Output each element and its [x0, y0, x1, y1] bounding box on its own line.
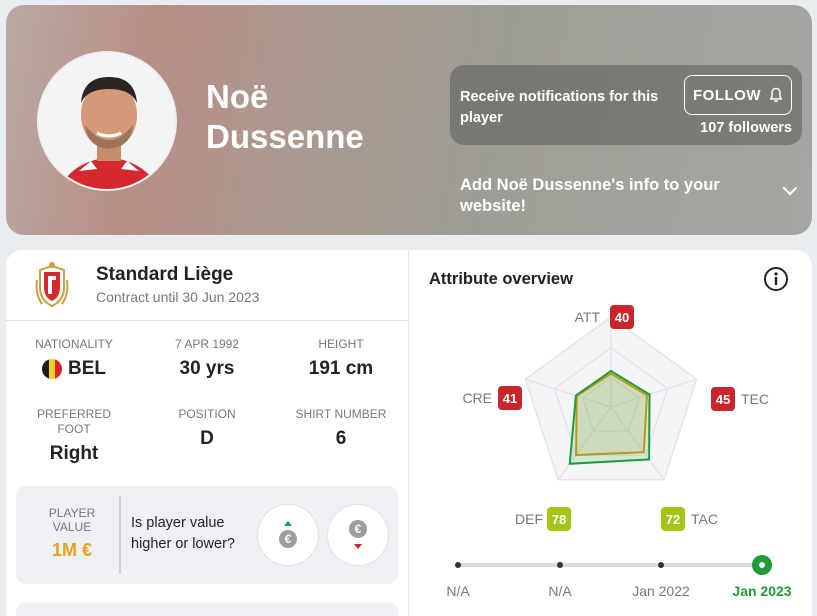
value-up-icon — [279, 521, 297, 548]
club-logo-icon[interactable] — [34, 260, 70, 310]
vote-lower-button[interactable]: € — [328, 505, 388, 565]
stat-value: 30 yrs — [179, 358, 235, 379]
stat-height: HEIGHT 191 cm — [276, 337, 406, 380]
euro-symbol: € — [284, 532, 292, 546]
radar-ring — [581, 376, 641, 432]
radar-value-att: 40 — [615, 310, 629, 325]
stat-label: 7 APR 1992 — [174, 337, 240, 351]
belgium-flag-icon — [42, 359, 62, 379]
value-down-icon — [349, 520, 367, 549]
player-value-panel: PLAYER VALUE 1M € Is player value higher… — [16, 486, 398, 584]
bell-icon — [769, 87, 783, 103]
radar-label-def: DEF — [515, 511, 543, 527]
radar-axis — [525, 378, 612, 408]
stat-label: NATIONALITY — [35, 337, 113, 351]
player-info-card: Standard Liège Contract until 30 Jun 202… — [6, 250, 812, 616]
radar-grid — [524, 316, 698, 481]
stat-value: 191 cm — [308, 358, 374, 379]
radar-value-cre: 41 — [503, 391, 517, 406]
divider — [408, 250, 409, 616]
divider — [6, 320, 408, 321]
radar-label-cre: CRE — [462, 390, 492, 406]
follow-label: FOLLOW — [693, 86, 761, 104]
notification-panel: Receive notifications for this player FO… — [450, 65, 802, 145]
followers-count: 107 followers — [700, 120, 792, 136]
stat-value: 6 — [335, 428, 347, 449]
vote-higher-button[interactable]: € — [258, 505, 318, 565]
timeline-label[interactable]: Jan 2022 — [632, 583, 690, 599]
stat-value: D — [200, 428, 214, 449]
nationality-value: BEL — [68, 358, 106, 379]
stat-label: SHIRT NUMBER — [295, 407, 387, 421]
stat-label: POSITION — [178, 407, 236, 421]
info-icon[interactable] — [763, 266, 789, 292]
timeline-point[interactable] — [658, 562, 664, 568]
season-timeline — [455, 555, 772, 575]
radar-value-tac: 72 — [666, 512, 680, 527]
radar-value-tec: 45 — [716, 392, 730, 407]
radar-axis — [610, 406, 665, 481]
radar-badge-att — [610, 305, 634, 329]
timeline-point[interactable] — [455, 562, 461, 568]
radar-label-tac: TAC — [691, 511, 718, 527]
radar-value-def: 78 — [552, 512, 566, 527]
club-name[interactable]: Standard Liège — [96, 264, 234, 285]
value-question: Is player value higher or lower? — [131, 515, 235, 552]
radar-label-att: ATT — [575, 309, 601, 325]
radar-badge-def — [547, 507, 571, 531]
stat-value: BEL — [9, 358, 139, 380]
stat-value: Right — [49, 443, 99, 464]
euro-symbol: € — [354, 522, 362, 536]
stat-label: HEIGHT — [318, 337, 364, 351]
timeline-label[interactable]: N/A — [446, 583, 470, 599]
stat-nationality: NATIONALITY BEL — [9, 337, 139, 380]
follow-button[interactable]: FOLLOW — [684, 75, 792, 115]
player-avatar — [37, 51, 177, 191]
notification-text: Receive notifications for this player — [460, 89, 659, 126]
chevron-down-icon[interactable] — [782, 186, 798, 196]
timeline-point-dot — [759, 562, 765, 568]
player-header: Noë Dussenne Receive notifications for t… — [6, 5, 812, 235]
radar-current-series — [568, 369, 651, 465]
radar-axis — [557, 406, 612, 481]
stat-age: 7 APR 1992 30 yrs — [142, 337, 272, 380]
radar-ring — [553, 346, 669, 456]
stat-position: POSITION D — [142, 407, 272, 450]
attribute-overview-title: Attribute overview — [429, 270, 573, 288]
radar-badge-tec — [711, 387, 735, 411]
player-name: Noë Dussenne — [206, 78, 364, 155]
contract-info: Contract until 30 Jun 2023 — [96, 289, 260, 305]
radar-badge-tac — [661, 507, 685, 531]
timeline-label[interactable]: N/A — [548, 583, 572, 599]
radar-axis — [610, 378, 697, 408]
timeline-label-active[interactable]: Jan 2023 — [732, 583, 792, 599]
stat-label: PREFERRED FOOT — [36, 407, 111, 436]
stat-preferred-foot: PREFERRED FOOT Right — [9, 407, 139, 465]
radar-badge-cre — [498, 386, 522, 410]
timeline-point[interactable] — [557, 562, 563, 568]
divider — [119, 496, 121, 574]
next-panel — [16, 602, 398, 616]
add-to-website-link[interactable]: Add Noë Dussenne's info to your website! — [460, 176, 720, 215]
radar-label-tec: TEC — [741, 391, 769, 407]
attribute-radar-chart: ATT 40 45 TEC 72 TAC DEF 78 CRE 41 — [462, 305, 769, 531]
stat-shirt-number: SHIRT NUMBER 6 — [276, 407, 406, 450]
player-value: 1M € — [51, 540, 93, 560]
player-value-label: PLAYER VALUE — [48, 506, 96, 534]
